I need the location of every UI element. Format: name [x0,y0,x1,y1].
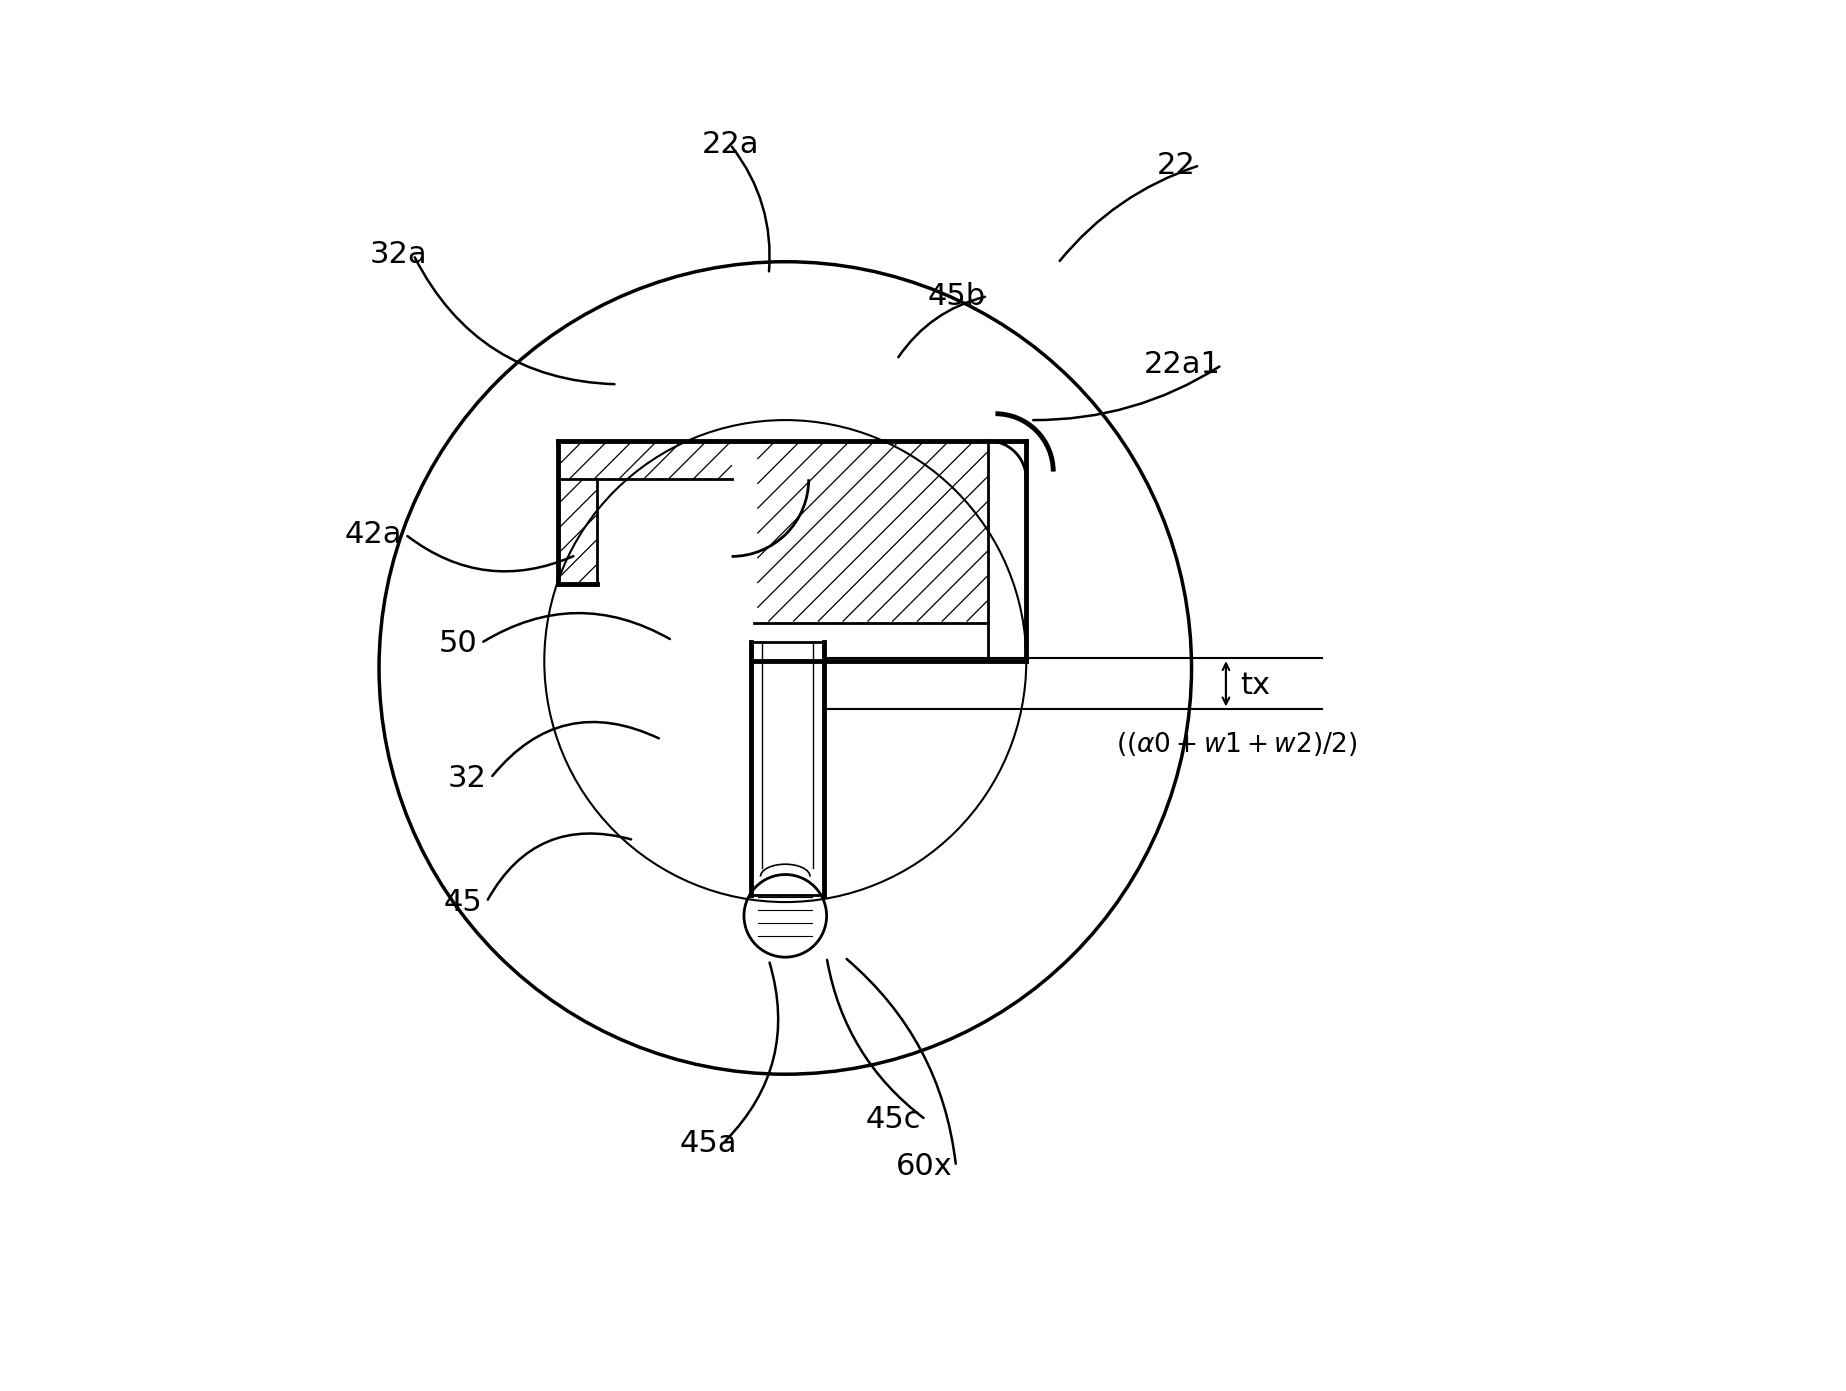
Text: tx: tx [1241,670,1270,700]
Text: 22a: 22a [701,131,759,159]
Text: 50: 50 [438,629,476,658]
Text: 32a: 32a [369,241,426,270]
Text: 22: 22 [1157,150,1196,179]
Text: 60x: 60x [895,1152,953,1181]
Text: 32: 32 [449,764,487,793]
Text: 45c: 45c [866,1106,921,1134]
Text: $( ( \alpha 0+w1+w2) /2)$: $( ( \alpha 0+w1+w2) /2)$ [1115,730,1357,758]
Text: 45: 45 [443,887,482,917]
Text: 22a1: 22a1 [1143,351,1220,380]
Text: 45b: 45b [927,281,986,310]
Text: 42a: 42a [345,520,402,549]
Text: 45a: 45a [679,1128,737,1157]
